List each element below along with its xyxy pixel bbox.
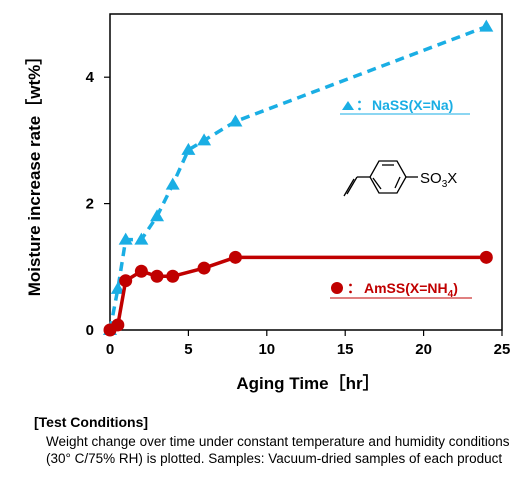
axis-ticks: 0 5 10 15 20 25 0 2 4	[86, 69, 511, 358]
plot-area	[109, 13, 503, 331]
data-point-nass	[181, 142, 196, 155]
legend-entry-amss: ： AmSS(X=NH4)	[330, 280, 472, 300]
data-point-nass	[150, 209, 165, 222]
series-line-nass	[108, 25, 487, 331]
legend-marker-triangle	[342, 101, 354, 110]
x-tick-label: 5	[184, 341, 192, 358]
legend-entry-nass: ： NaSS(X=Na)	[340, 97, 470, 115]
data-point-nass	[479, 19, 494, 32]
data-point-nass	[134, 232, 149, 245]
data-point-nass	[118, 232, 133, 245]
x-tick-label: 25	[494, 341, 511, 358]
data-point-amss	[228, 250, 242, 264]
series-layer	[103, 19, 494, 337]
y-axis-title: Moisture increase rate［wt%］	[24, 48, 44, 296]
x-axis-title: Aging Time［hr］	[236, 373, 379, 393]
y-tick-label: 4	[86, 69, 95, 86]
x-tick-label: 0	[106, 341, 114, 358]
data-point-amss	[134, 264, 148, 278]
legend-label-nass: NaSS(X=Na)	[372, 97, 453, 113]
x-tick-label: 10	[258, 341, 275, 358]
data-point-amss	[197, 261, 211, 275]
chart: 0 5 10 15 20 25 0 2 4 Aging Time［hr］ Moisture in…	[24, 13, 511, 393]
legend-prefix-nass: ：	[356, 97, 370, 113]
data-point-nass	[110, 281, 125, 294]
data-point-nass	[228, 114, 243, 127]
styrene-sulfonate-structure	[343, 160, 418, 197]
legend-prefix-amss: ：	[347, 280, 361, 296]
y-tick-label: 2	[86, 196, 94, 213]
y-tick-label: 0	[86, 322, 94, 339]
data-point-amss	[111, 318, 125, 332]
data-point-nass	[197, 133, 212, 146]
data-point-amss	[119, 274, 133, 288]
x-tick-label: 20	[415, 341, 432, 358]
data-point-amss	[150, 269, 164, 283]
test-conditions-notes: [Test Conditions] Weight change over tim…	[34, 414, 514, 467]
structure-label: SO3X	[420, 170, 457, 190]
data-point-nass	[165, 177, 180, 190]
data-point-amss	[479, 250, 493, 264]
legend-marker-circle	[331, 282, 343, 294]
notes-heading: [Test Conditions]	[34, 414, 149, 430]
notes-body: Weight change over time under constant t…	[46, 434, 510, 466]
legend-label-amss: AmSS(X=NH4)	[364, 280, 458, 300]
data-point-amss	[166, 269, 180, 283]
x-tick-label: 15	[337, 341, 354, 358]
